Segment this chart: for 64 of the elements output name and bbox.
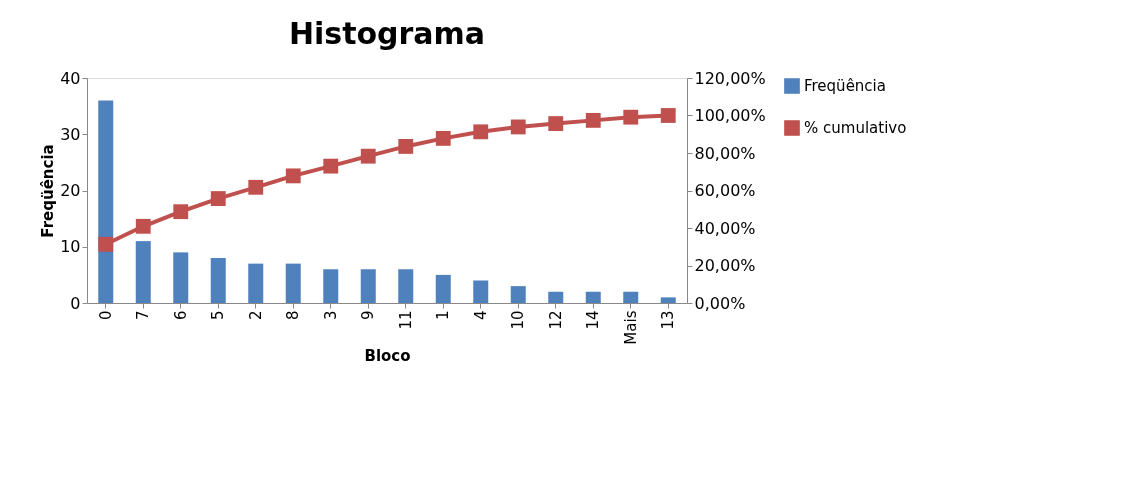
chart-title: Histograma bbox=[288, 16, 486, 51]
x-tick-label: 6 bbox=[171, 310, 190, 321]
x-tick-label: 11 bbox=[396, 310, 415, 330]
point bbox=[98, 236, 114, 252]
x-tick-label: 13 bbox=[659, 310, 678, 330]
x-tick-label: Mais bbox=[621, 310, 640, 345]
bar bbox=[248, 263, 264, 303]
x-tick-label: 10 bbox=[509, 310, 528, 330]
point bbox=[173, 204, 189, 220]
y2-tick-label: 100,00% bbox=[694, 106, 766, 125]
y2-tick-label: 0,00% bbox=[694, 293, 746, 313]
point bbox=[360, 148, 376, 164]
point bbox=[210, 191, 226, 206]
y2-tick-label: 80,00% bbox=[694, 143, 756, 163]
y-tick-label: 30 bbox=[60, 124, 81, 144]
bar bbox=[548, 291, 564, 303]
bar bbox=[173, 252, 189, 303]
bar bbox=[98, 100, 114, 303]
y2-tick-label: 120,00% bbox=[694, 68, 766, 88]
bar bbox=[210, 258, 226, 303]
bar bbox=[473, 280, 489, 303]
point bbox=[248, 179, 264, 195]
x-tick-label: 14 bbox=[584, 310, 603, 330]
bar bbox=[398, 269, 414, 303]
y-axis-title: Freqüência bbox=[39, 144, 58, 238]
bar bbox=[585, 291, 601, 303]
x-tick-label: 4 bbox=[471, 310, 490, 321]
x-tick-label: 8 bbox=[284, 310, 303, 321]
point bbox=[285, 168, 301, 184]
bar bbox=[135, 241, 151, 303]
y2-tick-label: 60,00% bbox=[694, 181, 756, 200]
point bbox=[398, 139, 414, 154]
x-tick-label: 0 bbox=[96, 310, 115, 321]
y-tick-label: 10 bbox=[60, 237, 81, 257]
bar bbox=[435, 274, 451, 303]
point bbox=[323, 158, 339, 174]
y-tick-label: 40 bbox=[60, 68, 81, 88]
bar bbox=[660, 297, 676, 303]
point bbox=[510, 119, 526, 135]
point bbox=[660, 108, 676, 123]
bar bbox=[623, 291, 639, 303]
y-tick-label: 20 bbox=[60, 181, 81, 200]
point bbox=[135, 218, 151, 234]
x-tick-label: 1 bbox=[434, 310, 453, 321]
x-tick-label: 9 bbox=[359, 310, 378, 321]
point bbox=[473, 124, 489, 140]
x-tick-label: 2 bbox=[246, 310, 265, 321]
point bbox=[548, 116, 564, 131]
y2-tick-label: 20,00% bbox=[694, 256, 756, 275]
point bbox=[435, 130, 451, 146]
point bbox=[585, 112, 601, 128]
x-tick-label: 3 bbox=[321, 310, 340, 321]
bar bbox=[285, 263, 301, 303]
x-tick-label: 5 bbox=[209, 310, 228, 321]
y2-tick-label: 40,00% bbox=[694, 218, 756, 238]
x-tick-label: 12 bbox=[546, 310, 565, 330]
point bbox=[623, 109, 639, 125]
x-tick-label: 7 bbox=[134, 310, 153, 321]
bar bbox=[360, 269, 376, 303]
x-axis-title: Bloco bbox=[364, 346, 411, 365]
legend-label: % cumulativo bbox=[804, 119, 907, 137]
bar bbox=[510, 286, 526, 303]
legend-label: Freqüência bbox=[804, 77, 886, 95]
bar bbox=[323, 269, 339, 303]
